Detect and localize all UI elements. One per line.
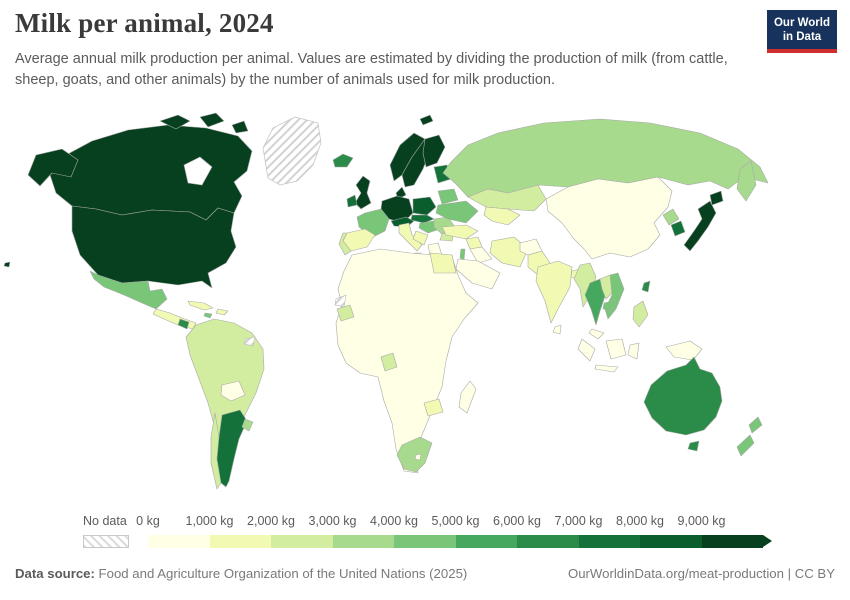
region-zambia[interactable] xyxy=(423,398,444,417)
region-canada-arctic-islands[interactable] xyxy=(159,112,249,134)
region-gabon-congo[interactable] xyxy=(380,352,398,372)
region-alaska[interactable] xyxy=(27,148,79,187)
legend-tick-label: 8,000 kg xyxy=(616,514,664,528)
region-canada[interactable] xyxy=(49,124,253,221)
legend-no-data-swatch[interactable] xyxy=(83,535,129,548)
region-malaysia[interactable] xyxy=(588,328,605,340)
legend-bin-swatch[interactable] xyxy=(517,535,579,548)
region-iran[interactable] xyxy=(489,236,529,268)
region-iraq[interactable] xyxy=(469,246,493,264)
legend-bin-swatch[interactable] xyxy=(209,535,271,548)
legend-bin-swatch[interactable] xyxy=(455,535,517,548)
page-title: Milk per animal, 2024 xyxy=(15,8,274,38)
region-china-mongolia[interactable] xyxy=(545,176,673,260)
region-poland[interactable] xyxy=(412,196,437,216)
owid-logo-line2: in Data xyxy=(782,31,822,44)
region-uk[interactable] xyxy=(354,175,372,210)
region-north-korea[interactable] xyxy=(662,208,680,226)
region-south-africa[interactable] xyxy=(396,436,433,473)
region-tasmania[interactable] xyxy=(687,440,700,452)
region-turkey[interactable] xyxy=(441,224,479,240)
legend-color-bar xyxy=(148,535,808,548)
region-mexico[interactable] xyxy=(89,270,168,310)
region-balkans[interactable] xyxy=(412,230,429,246)
region-uruguay[interactable] xyxy=(241,418,254,432)
legend-bin-swatch[interactable] xyxy=(148,535,210,548)
legend-bin-swatch[interactable] xyxy=(394,535,456,548)
region-greenland[interactable] xyxy=(262,116,322,186)
legend-color-scale: 0 kg 1,000 kg 2,000 kg 3,000 kg 4,000 kg 5,00… xyxy=(136,514,808,548)
legend-tick-label: 2,000 kg xyxy=(247,514,295,528)
legend-tick-label: 9,000 kg xyxy=(677,514,726,528)
legend-tick-label: 6,000 kg xyxy=(493,514,541,528)
legend-bin-swatch[interactable] xyxy=(578,535,640,548)
region-svalbard[interactable] xyxy=(419,114,434,126)
region-czech-slovakia[interactable] xyxy=(410,214,435,224)
region-australia[interactable] xyxy=(643,356,723,436)
data-source-label: Data source: xyxy=(15,566,95,581)
region-cuba[interactable] xyxy=(187,300,214,311)
region-guianas[interactable] xyxy=(243,336,256,347)
region-belarus[interactable] xyxy=(437,188,459,205)
data-source-note: Data source: Food and Agriculture Organi… xyxy=(15,566,467,581)
region-costa-rica[interactable] xyxy=(177,318,190,330)
region-senegal-guinea[interactable] xyxy=(336,304,355,322)
owid-logo[interactable]: Our World in Data xyxy=(767,10,837,53)
legend-tick-label: 0 kg xyxy=(136,514,160,528)
region-israel[interactable] xyxy=(459,248,466,261)
chart-header: Milk per animal, 2024 Average annual mil… xyxy=(15,8,760,90)
region-argentina[interactable] xyxy=(216,409,248,488)
region-bolivia[interactable] xyxy=(220,380,246,402)
owid-logo-line1: Our World xyxy=(773,17,830,29)
region-hawaii[interactable] xyxy=(3,261,11,268)
world-map-svg xyxy=(3,112,769,490)
region-jamaica[interactable] xyxy=(203,312,213,319)
chart-footer: Data source: Food and Agriculture Organi… xyxy=(15,566,835,581)
hudson-bay xyxy=(183,156,213,186)
legend-tick-labels: 0 kg 1,000 kg 2,000 kg 3,000 kg 4,000 kg 5,00… xyxy=(136,514,808,531)
region-finland[interactable] xyxy=(422,134,446,168)
legend-bar-arrow xyxy=(763,535,772,547)
legend-tick-label: 4,000 kg xyxy=(370,514,418,528)
chart-subtitle: Average annual milk production per anima… xyxy=(15,51,728,88)
region-lesotho[interactable] xyxy=(414,453,422,461)
region-portugal[interactable] xyxy=(338,232,352,256)
region-indonesia[interactable] xyxy=(577,338,640,373)
legend-bin-swatch[interactable] xyxy=(701,535,763,548)
region-central-america[interactable] xyxy=(152,308,197,330)
region-central-asia[interactable] xyxy=(483,206,521,226)
legend-bin-swatch[interactable] xyxy=(271,535,333,548)
legend-tick-label: 3,000 kg xyxy=(308,514,357,528)
legend-no-data: No data xyxy=(83,514,129,548)
legend-tick-label: 5,000 kg xyxy=(431,514,480,528)
legend-tick-label: 1,000 kg xyxy=(185,514,234,528)
region-madagascar[interactable] xyxy=(458,380,477,414)
region-japan[interactable] xyxy=(683,190,724,252)
region-myanmar[interactable] xyxy=(573,262,597,308)
region-kamchatka[interactable] xyxy=(736,160,757,202)
region-india[interactable] xyxy=(535,260,573,324)
owid-license-link[interactable]: OurWorldinData.org/meat-production | CC … xyxy=(567,566,835,581)
legend-tick-label: 7,000 kg xyxy=(554,514,603,528)
region-cambodia[interactable] xyxy=(602,300,615,312)
data-source-text: Food and Agriculture Organization of the… xyxy=(94,566,468,581)
legend-bin-swatch[interactable] xyxy=(332,535,394,548)
region-philippines[interactable] xyxy=(632,300,649,328)
region-taiwan[interactable] xyxy=(641,280,651,293)
region-new-guinea[interactable] xyxy=(665,340,703,361)
world-choropleth-map xyxy=(0,103,850,501)
region-sri-lanka[interactable] xyxy=(552,324,562,335)
region-ukraine[interactable] xyxy=(435,200,479,224)
region-new-zealand[interactable] xyxy=(736,416,763,457)
region-hispaniola[interactable] xyxy=(215,308,229,316)
region-arabia[interactable] xyxy=(455,258,501,290)
legend-no-data-label: No data xyxy=(83,514,127,528)
region-ireland[interactable] xyxy=(346,194,358,208)
region-iceland[interactable] xyxy=(332,153,354,168)
region-africa-other[interactable] xyxy=(335,248,479,474)
legend-bin-swatch[interactable] xyxy=(640,535,702,548)
region-egypt[interactable] xyxy=(429,252,457,274)
region-south-korea[interactable] xyxy=(670,220,686,237)
